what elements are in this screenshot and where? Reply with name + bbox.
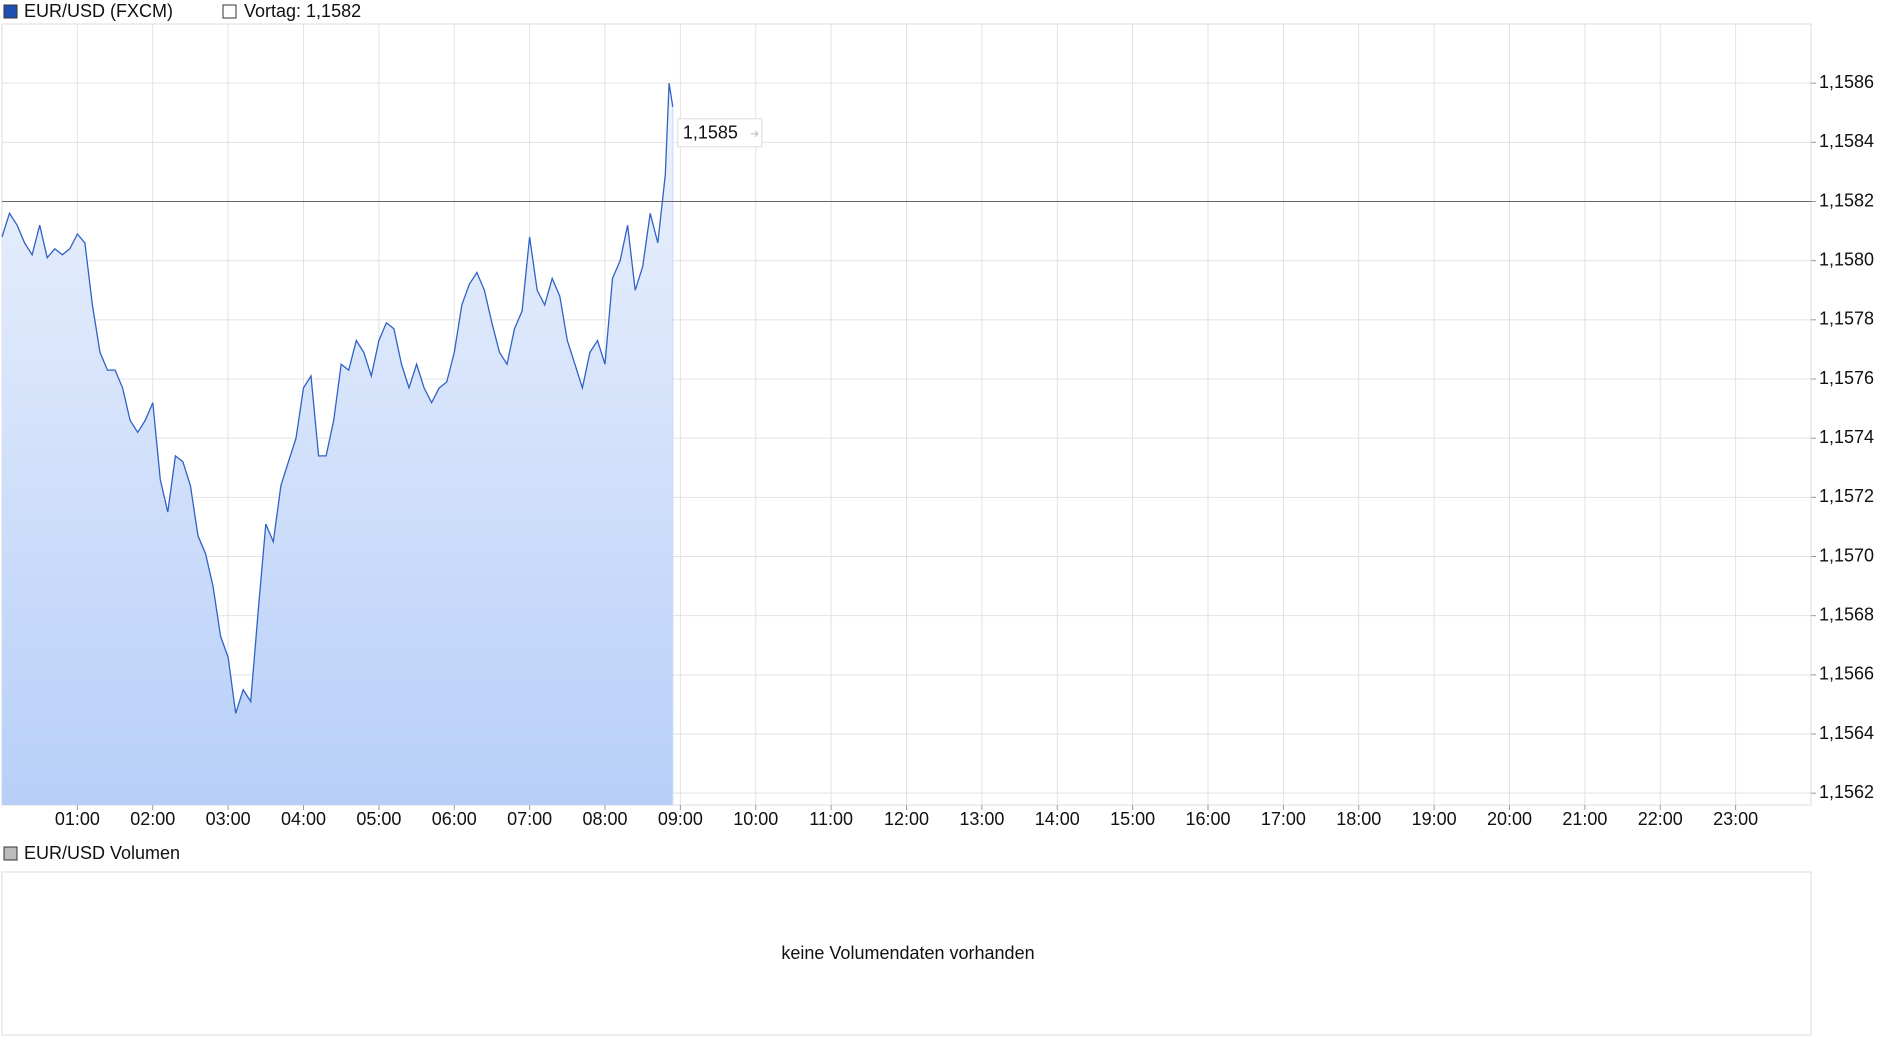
x-tick-label: 17:00 — [1261, 809, 1306, 829]
y-tick-label: 1,1584 — [1819, 131, 1874, 151]
x-tick-label: 23:00 — [1713, 809, 1758, 829]
volume-panel — [1, 871, 1812, 1036]
volume-legend: EUR/USD Volumen — [24, 843, 180, 863]
x-tick-label: 15:00 — [1110, 809, 1155, 829]
y-tick-label: 1,1566 — [1819, 664, 1874, 684]
x-tick-label: 11:00 — [809, 809, 853, 829]
x-tick-label: 21:00 — [1562, 809, 1607, 829]
y-tick-label: 1,1570 — [1819, 545, 1874, 565]
x-tick-label: 16:00 — [1185, 809, 1230, 829]
legend-label: EUR/USD (FXCM) — [24, 1, 173, 21]
x-tick-label: 05:00 — [356, 809, 401, 829]
x-tick-label: 07:00 — [507, 809, 552, 829]
legend-swatch — [3, 4, 18, 19]
y-tick-label: 1,1562 — [1819, 782, 1874, 802]
price-line — [1, 83, 674, 714]
last-price-label: 1,1585 — [677, 118, 763, 148]
x-tick-label: 22:00 — [1638, 809, 1683, 829]
label-arrow — [750, 130, 759, 138]
plot-area: 1,1562 1,1564 1,1566 1,1568 1,1570 1,1572 1,15… — [1, 23, 1874, 829]
x-tick-label: 09:00 — [658, 809, 703, 829]
x-tick-label: 14:00 — [1035, 809, 1080, 829]
label-text: 1,1585 — [683, 123, 738, 143]
x-tick-label: 13:00 — [959, 809, 1004, 829]
reference-swatch — [222, 4, 237, 19]
volume-message: keine Volumendaten vorhanden — [781, 943, 1034, 963]
y-tick-label: 1,1576 — [1819, 368, 1874, 388]
y-tick-label: 1,1564 — [1819, 723, 1874, 743]
y-tick-label: 1,1580 — [1819, 249, 1874, 269]
x-tick-label: 02:00 — [130, 809, 175, 829]
volume-swatch — [3, 846, 18, 861]
x-tick-label: 12:00 — [884, 809, 929, 829]
y-tick-label: 1,1578 — [1819, 309, 1874, 329]
x-tick-label: 20:00 — [1487, 809, 1532, 829]
reference-label: Vortag: 1,1582 — [244, 1, 361, 21]
x-tick-label: 19:00 — [1412, 809, 1457, 829]
area — [2, 83, 673, 805]
x-tick-label: 01:00 — [55, 809, 100, 829]
x-tick-label: 06:00 — [432, 809, 477, 829]
y-tick-label: 1,1582 — [1819, 190, 1874, 210]
y-tick-label: 1,1586 — [1819, 72, 1874, 92]
y-tick-label: 1,1572 — [1819, 486, 1874, 506]
x-tick-label: 10:00 — [733, 809, 778, 829]
label-box — [677, 118, 763, 148]
y-tick-label: 1,1574 — [1819, 427, 1874, 447]
y-tick-label: 1,1568 — [1819, 604, 1874, 624]
x-tick-label: 04:00 — [281, 809, 326, 829]
x-tick-label: 03:00 — [206, 809, 251, 829]
x-tick-label: 18:00 — [1336, 809, 1381, 829]
x-tick-label: 08:00 — [582, 809, 627, 829]
